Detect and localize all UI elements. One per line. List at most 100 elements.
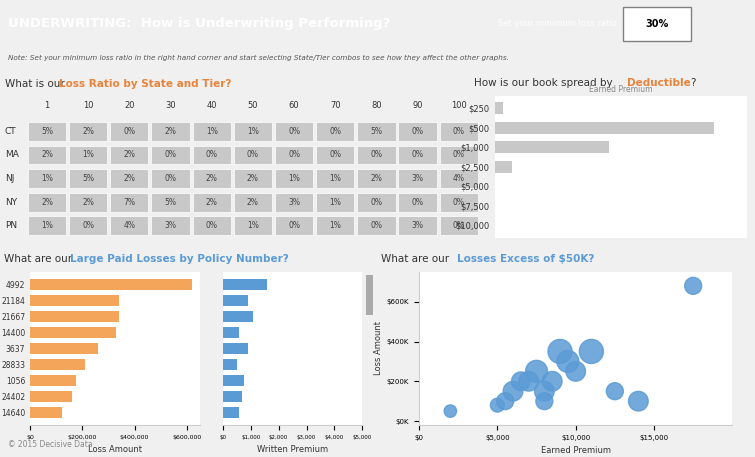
FancyBboxPatch shape bbox=[110, 217, 149, 235]
Text: 40: 40 bbox=[206, 101, 217, 110]
Bar bbox=[30, 407, 61, 418]
Text: 0%: 0% bbox=[247, 150, 259, 159]
Text: Note: Set your minimum loss ratio in the right hand corner and start selecting S: Note: Set your minimum loss ratio in the… bbox=[8, 55, 508, 61]
Text: Set your minimum loss ratio:: Set your minimum loss ratio: bbox=[498, 20, 619, 28]
Text: Large Paid Losses by Policy Number?: Large Paid Losses by Policy Number? bbox=[70, 255, 288, 264]
Text: 80: 80 bbox=[371, 101, 382, 110]
Text: 100: 100 bbox=[451, 101, 467, 110]
Bar bbox=[223, 327, 239, 338]
Point bbox=[562, 358, 574, 365]
Bar bbox=[223, 407, 239, 418]
FancyBboxPatch shape bbox=[234, 193, 272, 212]
FancyBboxPatch shape bbox=[69, 145, 107, 165]
Text: 3%: 3% bbox=[411, 174, 424, 183]
Text: © 2015 Decisive Data: © 2015 Decisive Data bbox=[8, 440, 92, 449]
Y-axis label: Loss Amount: Loss Amount bbox=[374, 321, 383, 376]
Text: 30: 30 bbox=[165, 101, 176, 110]
Point bbox=[569, 368, 581, 375]
FancyBboxPatch shape bbox=[110, 193, 149, 212]
FancyBboxPatch shape bbox=[275, 217, 313, 235]
Text: 1%: 1% bbox=[247, 221, 259, 230]
Point bbox=[554, 348, 566, 355]
Point bbox=[632, 398, 644, 405]
FancyBboxPatch shape bbox=[316, 122, 354, 141]
FancyBboxPatch shape bbox=[69, 193, 107, 212]
FancyBboxPatch shape bbox=[316, 193, 354, 212]
Text: 5%: 5% bbox=[165, 198, 177, 207]
Text: 2%: 2% bbox=[206, 174, 217, 183]
Title: Earned Premium: Earned Premium bbox=[589, 85, 653, 94]
Text: 10: 10 bbox=[83, 101, 94, 110]
FancyBboxPatch shape bbox=[366, 275, 373, 315]
FancyBboxPatch shape bbox=[357, 122, 396, 141]
Text: 0%: 0% bbox=[165, 174, 177, 183]
X-axis label: Loss Amount: Loss Amount bbox=[88, 445, 142, 454]
Text: 1%: 1% bbox=[206, 127, 217, 136]
Text: 50: 50 bbox=[248, 101, 258, 110]
Bar bbox=[30, 359, 85, 370]
Text: What is our: What is our bbox=[5, 79, 68, 89]
Point bbox=[507, 388, 519, 395]
FancyBboxPatch shape bbox=[316, 217, 354, 235]
FancyBboxPatch shape bbox=[234, 122, 272, 141]
Text: How is our book spread by: How is our book spread by bbox=[474, 78, 616, 88]
Bar bbox=[223, 295, 248, 306]
Text: 1: 1 bbox=[45, 101, 50, 110]
FancyBboxPatch shape bbox=[234, 217, 272, 235]
FancyBboxPatch shape bbox=[193, 122, 231, 141]
Text: 30%: 30% bbox=[646, 19, 668, 29]
FancyBboxPatch shape bbox=[151, 169, 190, 188]
Text: 0%: 0% bbox=[123, 127, 135, 136]
FancyBboxPatch shape bbox=[28, 122, 66, 141]
Text: 1%: 1% bbox=[82, 150, 94, 159]
Bar bbox=[30, 327, 116, 338]
Point bbox=[492, 401, 504, 409]
FancyBboxPatch shape bbox=[275, 122, 313, 141]
Bar bbox=[30, 311, 119, 322]
FancyBboxPatch shape bbox=[151, 217, 190, 235]
FancyBboxPatch shape bbox=[399, 145, 437, 165]
Bar bbox=[223, 391, 242, 402]
Text: 0%: 0% bbox=[288, 150, 300, 159]
Text: 0%: 0% bbox=[329, 150, 341, 159]
FancyBboxPatch shape bbox=[357, 145, 396, 165]
Text: 1%: 1% bbox=[41, 221, 53, 230]
Text: 0%: 0% bbox=[453, 127, 465, 136]
Text: 4%: 4% bbox=[123, 221, 135, 230]
Text: ?: ? bbox=[690, 78, 696, 88]
Text: 3%: 3% bbox=[288, 198, 300, 207]
Text: 1%: 1% bbox=[329, 198, 341, 207]
Text: PN: PN bbox=[5, 221, 17, 230]
FancyBboxPatch shape bbox=[193, 217, 231, 235]
FancyBboxPatch shape bbox=[151, 122, 190, 141]
FancyBboxPatch shape bbox=[399, 217, 437, 235]
Point bbox=[515, 377, 527, 385]
Point bbox=[585, 348, 597, 355]
FancyBboxPatch shape bbox=[275, 193, 313, 212]
Text: 0%: 0% bbox=[453, 150, 465, 159]
FancyBboxPatch shape bbox=[399, 169, 437, 188]
Point bbox=[531, 368, 543, 375]
FancyBboxPatch shape bbox=[193, 145, 231, 165]
FancyBboxPatch shape bbox=[275, 145, 313, 165]
Text: 1%: 1% bbox=[329, 174, 341, 183]
Point bbox=[522, 377, 535, 385]
Bar bbox=[223, 279, 267, 290]
X-axis label: Earned Premium: Earned Premium bbox=[541, 446, 611, 455]
X-axis label: Written Premium: Written Premium bbox=[257, 445, 328, 454]
Text: 0%: 0% bbox=[329, 127, 341, 136]
FancyBboxPatch shape bbox=[234, 169, 272, 188]
Text: 1%: 1% bbox=[247, 127, 259, 136]
Text: 0%: 0% bbox=[371, 150, 383, 159]
Point bbox=[538, 388, 550, 395]
Text: 3%: 3% bbox=[165, 221, 177, 230]
Text: NJ: NJ bbox=[5, 174, 14, 183]
FancyBboxPatch shape bbox=[357, 193, 396, 212]
FancyBboxPatch shape bbox=[28, 169, 66, 188]
Text: 1%: 1% bbox=[288, 174, 300, 183]
Point bbox=[499, 398, 511, 405]
Bar bbox=[30, 343, 98, 354]
Bar bbox=[223, 375, 244, 386]
FancyBboxPatch shape bbox=[69, 122, 107, 141]
Text: 20: 20 bbox=[124, 101, 134, 110]
